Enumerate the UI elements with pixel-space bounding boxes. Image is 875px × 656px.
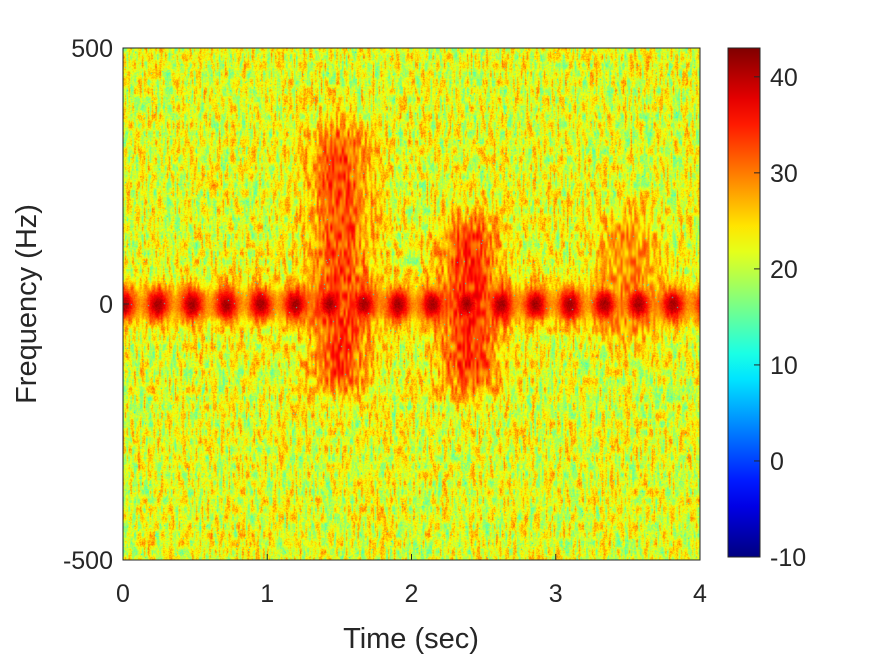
colorbar-tick-label: 10 xyxy=(770,352,798,380)
colorbar-tick-label: -10 xyxy=(770,544,806,572)
x-axis-label: Time (sec) xyxy=(343,623,479,655)
x-tick-label: 2 xyxy=(405,580,419,608)
x-tick-label: 1 xyxy=(260,580,274,608)
x-tick-label: 0 xyxy=(116,580,130,608)
spectrogram-heatmap xyxy=(123,48,700,560)
y-axis-ticks: -500 0 500 xyxy=(63,35,129,575)
x-axis-ticks: 0 1 2 3 4 xyxy=(116,554,707,608)
colorbar-ticks: -10 0 10 20 30 40 xyxy=(754,64,806,572)
y-tick-label: -500 xyxy=(63,547,113,575)
colorbar-tick-label: 30 xyxy=(770,160,798,188)
x-tick-label: 3 xyxy=(549,580,563,608)
y-axis-label: Frequency (Hz) xyxy=(11,204,43,404)
colorbar-gradient xyxy=(727,47,761,558)
x-tick-label: 4 xyxy=(693,580,707,608)
colorbar-tick-label: 40 xyxy=(770,64,798,92)
colorbar-tick-label: 0 xyxy=(770,448,784,476)
colorbar: -10 0 10 20 30 40 xyxy=(727,47,806,572)
colorbar-tick-label: 20 xyxy=(770,256,798,284)
y-tick-label: 0 xyxy=(99,291,113,319)
y-tick-label: 500 xyxy=(71,35,113,63)
spectrogram-plot-area xyxy=(122,47,701,561)
